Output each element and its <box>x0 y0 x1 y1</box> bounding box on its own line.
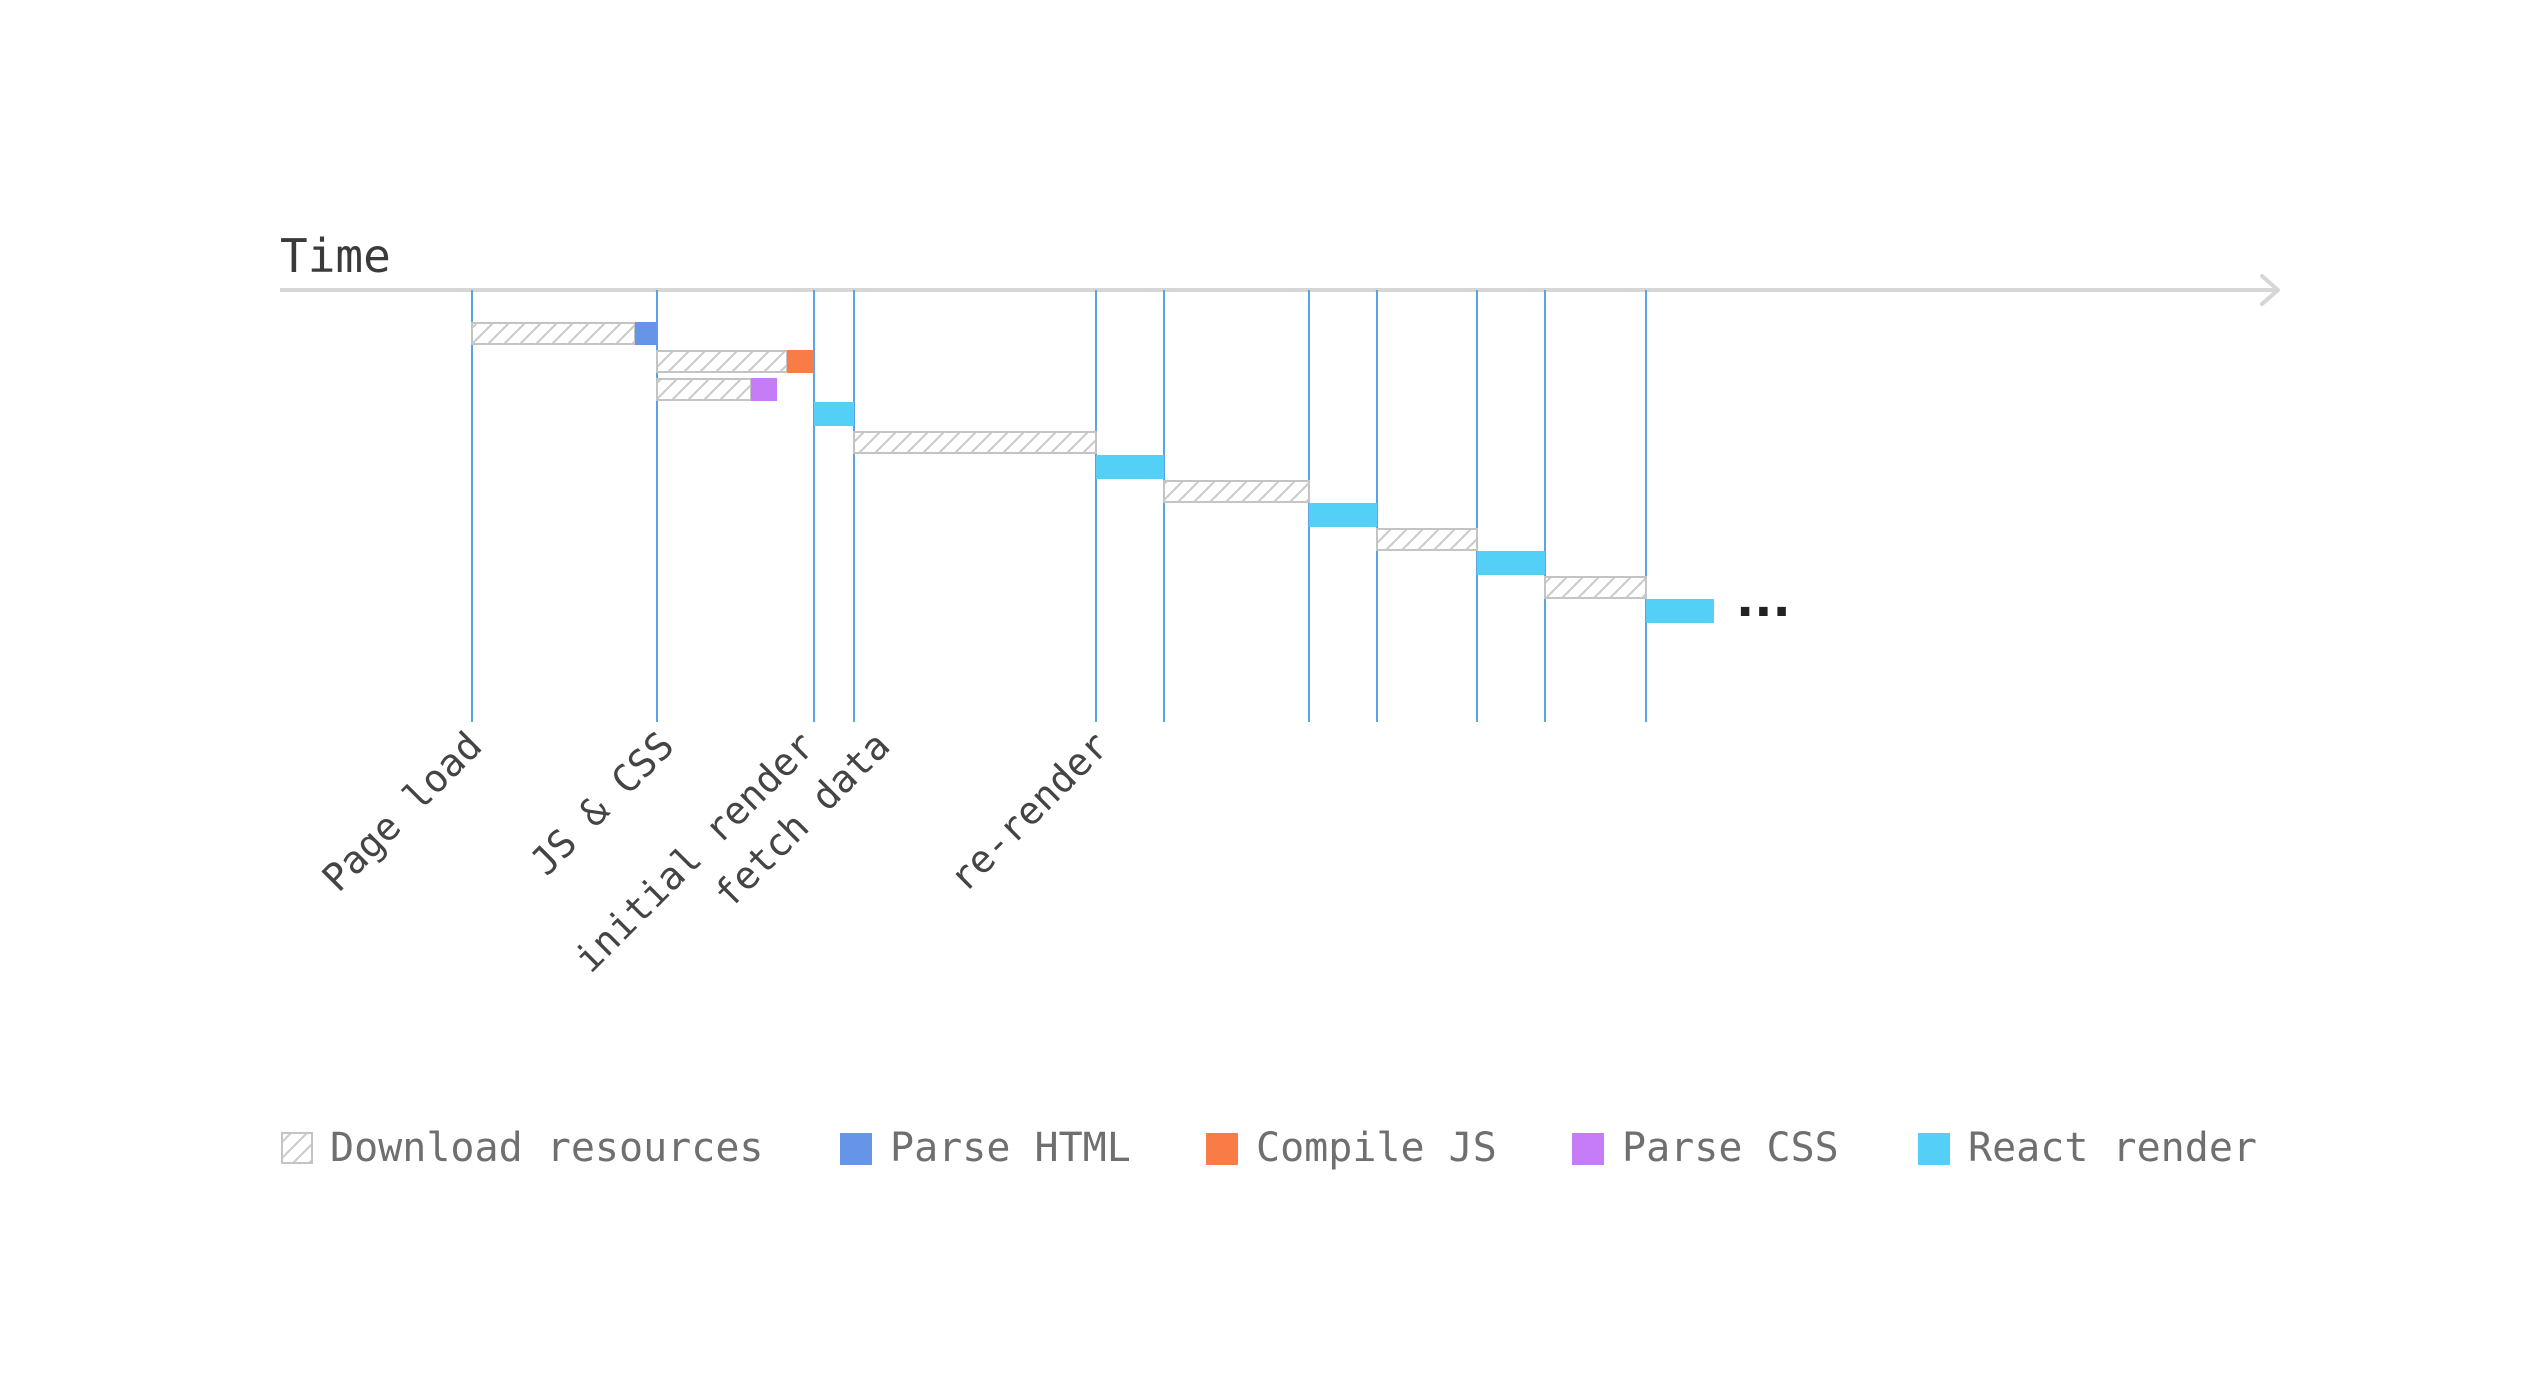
react-render-bar <box>814 402 854 426</box>
legend: Download resources Parse HTML Compile JS… <box>281 1125 2257 1171</box>
time-axis-arrowhead-icon <box>2260 274 2280 306</box>
legend-label-parse-css: Parse CSS <box>1622 1125 1839 1171</box>
legend-item-parse-html: Parse HTML <box>840 1125 1131 1171</box>
legend-label-compile-js: Compile JS <box>1256 1125 1497 1171</box>
download-bar <box>656 378 752 401</box>
legend-label-parse-html: Parse HTML <box>890 1125 1131 1171</box>
parse-css-swatch-icon <box>1572 1133 1604 1165</box>
milestone-label-re-render: re-render <box>941 723 1118 900</box>
download-bar <box>1376 528 1478 551</box>
legend-item-download: Download resources <box>281 1125 763 1171</box>
legend-item-react-render: React render <box>1918 1125 2257 1171</box>
axis-title: Time <box>280 229 391 283</box>
milestone-label-page-load: Page load <box>314 723 491 900</box>
parse-html-bar <box>635 322 657 345</box>
parse-html-swatch-icon <box>840 1133 872 1165</box>
download-swatch-icon <box>281 1132 313 1164</box>
legend-label-react-render: React render <box>1968 1125 2257 1171</box>
compile-js-swatch-icon <box>1206 1133 1238 1165</box>
continuation-ellipsis: ... <box>1736 572 1791 628</box>
download-bar <box>853 431 1097 454</box>
react-render-bar <box>1309 503 1377 527</box>
task-bars <box>471 322 1714 623</box>
download-bar <box>1163 480 1310 503</box>
milestone-labels: Page load JS & CSS initial render fetch … <box>314 723 1118 981</box>
compile-js-bar <box>787 350 814 373</box>
legend-label-download: Download resources <box>330 1125 763 1171</box>
parse-css-bar <box>751 378 777 401</box>
guide-lines <box>471 290 1647 722</box>
download-bar <box>471 322 636 345</box>
react-render-bar <box>1646 599 1714 623</box>
react-render-bar <box>1096 455 1164 479</box>
react-render-swatch-icon <box>1918 1133 1950 1165</box>
download-bar <box>656 350 788 373</box>
legend-item-compile-js: Compile JS <box>1206 1125 1497 1171</box>
download-bar <box>1544 576 1647 599</box>
react-render-bar <box>1477 551 1545 575</box>
legend-item-parse-css: Parse CSS <box>1572 1125 1839 1171</box>
